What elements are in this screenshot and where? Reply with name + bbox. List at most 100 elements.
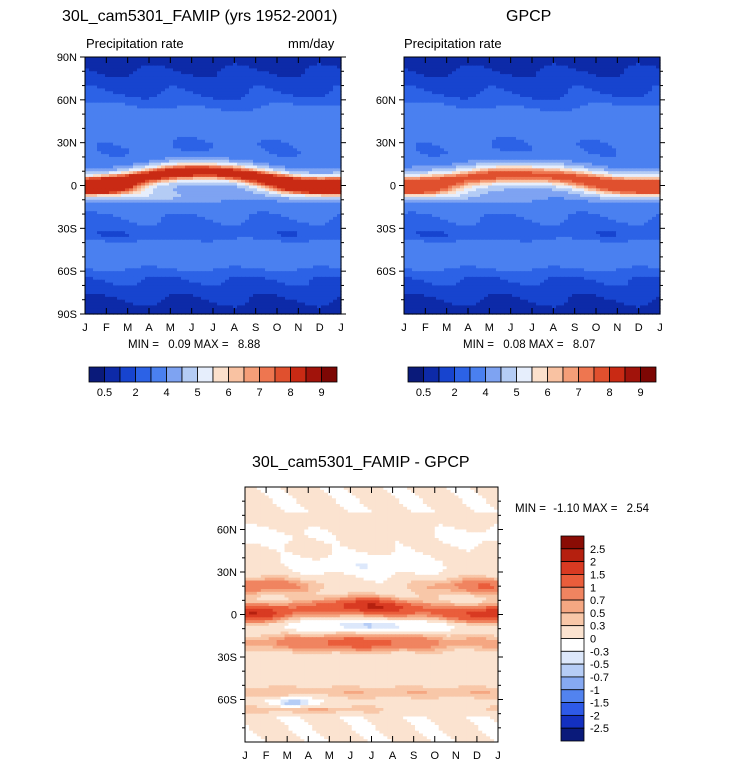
model-cell: [213, 168, 218, 172]
model-cell: [313, 254, 318, 258]
model-cell: [253, 68, 258, 72]
model-cell: [277, 57, 282, 61]
model-cell: [205, 219, 210, 224]
model-cell: [209, 162, 214, 167]
model-cell: [193, 202, 198, 207]
model-cell: [97, 119, 102, 124]
model-cell: [229, 222, 234, 227]
model-cell: [125, 159, 130, 164]
model-cell: [273, 222, 278, 227]
model-cell: [113, 148, 118, 152]
model-cell: [209, 82, 214, 87]
model-cell: [325, 259, 330, 264]
model-cell: [233, 59, 238, 64]
model-cell: [309, 105, 314, 109]
model-cell: [149, 119, 154, 124]
model-cell: [221, 151, 226, 155]
model-cell: [129, 262, 134, 267]
model-cell: [145, 228, 150, 232]
model-cell: [121, 202, 126, 207]
model-cell: [329, 276, 334, 281]
model-cell: [141, 236, 146, 241]
model-cell: [249, 108, 254, 112]
model-cell: [149, 191, 154, 195]
model-cell: [185, 199, 190, 204]
model-cell: [109, 79, 114, 84]
model-cell: [273, 156, 278, 161]
model-cell: [129, 276, 134, 281]
model-cell: [197, 165, 202, 169]
model-cell: [317, 168, 322, 172]
model-cell: [261, 156, 266, 161]
model-cell: [177, 151, 182, 155]
model-cell: [285, 231, 290, 235]
model-cell: [221, 256, 226, 261]
model-cell: [305, 234, 310, 238]
model-cell: [277, 125, 282, 129]
model-cell: [121, 205, 126, 209]
model-cell: [129, 165, 134, 169]
model-cell: [221, 214, 226, 218]
model-cell: [225, 182, 230, 187]
model-cell: [201, 245, 206, 249]
model-cell: [145, 154, 150, 158]
model-cell: [213, 222, 218, 227]
model-cell: [261, 265, 266, 269]
model-cell: [93, 199, 98, 204]
model-cell: [281, 228, 286, 232]
model-cell: [325, 134, 330, 138]
model-cell: [97, 114, 102, 118]
model-cell: [133, 174, 138, 178]
model-cell: [265, 174, 270, 178]
model-cell: [133, 119, 138, 124]
model-cell: [105, 219, 110, 224]
model-cell: [261, 231, 266, 235]
model-cell: [153, 134, 158, 138]
model-cell: [229, 196, 234, 201]
model-cell: [297, 65, 302, 70]
model-cell: [153, 105, 158, 109]
model-cell: [217, 88, 222, 92]
model-cell: [177, 262, 182, 267]
model-cell: [261, 276, 266, 281]
model-cell: [281, 116, 286, 121]
model-cell: [281, 188, 286, 192]
model-cell: [229, 59, 234, 64]
model-cell: [325, 185, 330, 189]
model-cell: [149, 99, 154, 104]
model-cell: [157, 216, 162, 221]
model-cell: [197, 82, 202, 87]
model-cell: [117, 105, 122, 109]
model-cell: [209, 128, 214, 132]
model-cell: [105, 119, 110, 124]
model-cell: [89, 91, 94, 95]
model-cell: [293, 222, 298, 227]
model-cell: [265, 256, 270, 261]
model-cell: [229, 151, 234, 155]
model-cell: [141, 131, 146, 135]
model-cell: [145, 256, 150, 261]
model-cell: [193, 159, 198, 164]
model-cell: [321, 194, 326, 198]
model-cell: [213, 156, 218, 161]
model-cell: [101, 96, 106, 101]
model-cell: [177, 188, 182, 192]
model-cell: [169, 59, 174, 64]
model-cell: [237, 274, 242, 278]
model-cell: [121, 274, 126, 278]
model-cell: [281, 57, 286, 61]
model-cell: [297, 76, 302, 81]
model-cell: [185, 134, 190, 138]
model-cell: [237, 111, 242, 115]
model-cell: [309, 208, 314, 212]
model-cell: [121, 116, 126, 121]
model-cell: [269, 236, 274, 241]
model-cell: [213, 219, 218, 224]
model-cell: [321, 168, 326, 172]
model-cell: [269, 174, 274, 178]
model-cell: [313, 234, 318, 238]
model-cell: [89, 108, 94, 112]
model-cell: [189, 271, 194, 275]
model-cell: [137, 171, 142, 175]
model-cell: [141, 194, 146, 198]
